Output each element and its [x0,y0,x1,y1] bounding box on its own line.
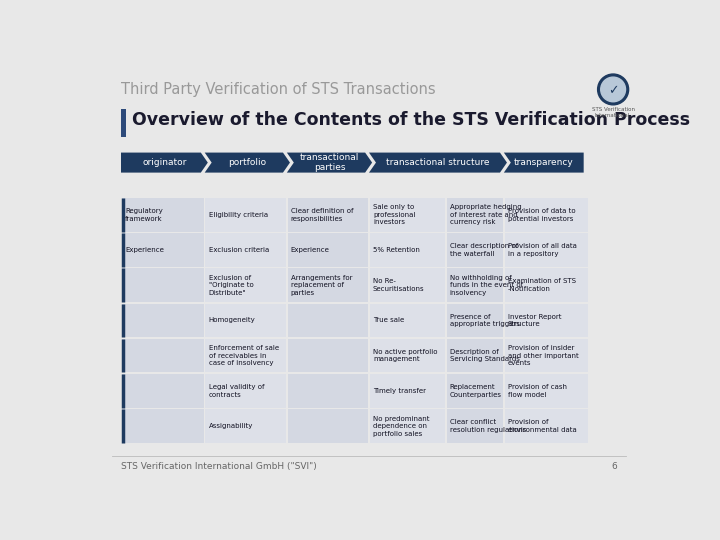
Text: 6: 6 [611,462,617,471]
FancyBboxPatch shape [505,339,588,373]
FancyBboxPatch shape [287,233,368,267]
Text: Third Party Verification of STS Transactions: Third Party Verification of STS Transact… [121,82,436,97]
FancyBboxPatch shape [122,374,204,408]
FancyBboxPatch shape [121,110,127,137]
Text: Sale only to
professional
investors: Sale only to professional investors [373,204,415,225]
Text: 5% Retention: 5% Retention [373,247,420,253]
Text: True sale: True sale [373,318,404,323]
Text: Assignability: Assignability [209,423,253,429]
Polygon shape [121,153,208,173]
FancyBboxPatch shape [446,233,503,267]
FancyBboxPatch shape [446,409,503,443]
FancyBboxPatch shape [505,198,588,232]
FancyBboxPatch shape [122,268,204,302]
FancyBboxPatch shape [370,233,445,267]
Text: No active portfolio
management: No active portfolio management [373,349,437,362]
Polygon shape [369,153,507,173]
FancyBboxPatch shape [122,409,204,443]
FancyBboxPatch shape [287,268,368,302]
FancyBboxPatch shape [370,409,445,443]
Text: Legal validity of
contracts: Legal validity of contracts [209,384,264,397]
Text: No withholding of
funds in the event of
insolvency: No withholding of funds in the event of … [449,275,523,296]
FancyBboxPatch shape [370,339,445,373]
FancyBboxPatch shape [505,268,588,302]
Text: Homogeneity: Homogeneity [209,318,256,323]
Text: transparency: transparency [514,158,574,167]
FancyBboxPatch shape [205,339,286,373]
Text: Provision of data to
potential investors: Provision of data to potential investors [508,208,575,221]
FancyBboxPatch shape [446,198,503,232]
Text: portfolio: portfolio [228,158,266,167]
Text: originator: originator [143,158,186,167]
FancyBboxPatch shape [446,303,503,338]
Text: Provision of insider
and other important
events: Provision of insider and other important… [508,345,578,366]
FancyBboxPatch shape [122,198,204,232]
FancyBboxPatch shape [287,303,368,338]
FancyBboxPatch shape [505,233,588,267]
Polygon shape [204,153,290,173]
Text: No Re-
Securitisations: No Re- Securitisations [373,279,425,292]
Text: STS Verification
International.: STS Verification International. [592,107,634,118]
Text: Arrangements for
replacement of
parties: Arrangements for replacement of parties [291,275,352,296]
Text: Presence of
appropriate triggers: Presence of appropriate triggers [449,314,519,327]
Text: Exclusion of
"Originate to
Distribute": Exclusion of "Originate to Distribute" [209,275,253,296]
Circle shape [600,77,626,102]
Circle shape [598,74,629,105]
FancyBboxPatch shape [505,303,588,338]
Text: Experience: Experience [125,247,163,253]
Text: Clear definition of
responsibilities: Clear definition of responsibilities [291,208,354,221]
Text: transactional structure: transactional structure [386,158,490,167]
Text: Timely transfer: Timely transfer [373,388,426,394]
FancyBboxPatch shape [205,233,286,267]
Text: Appropriate hedging
of interest rate and
currency risk: Appropriate hedging of interest rate and… [449,204,521,225]
FancyBboxPatch shape [205,374,286,408]
FancyBboxPatch shape [505,374,588,408]
Text: Clear description of
the waterfall: Clear description of the waterfall [449,244,518,257]
FancyBboxPatch shape [287,374,368,408]
Text: Provision of
environmental data: Provision of environmental data [508,419,577,433]
Text: No predominant
dependence on
portfolio sales: No predominant dependence on portfolio s… [373,416,429,436]
Text: Regulatory
framework: Regulatory framework [125,208,163,221]
FancyBboxPatch shape [370,268,445,302]
FancyBboxPatch shape [446,268,503,302]
Text: Description of
Servicing Standards: Description of Servicing Standards [449,349,519,362]
FancyBboxPatch shape [205,303,286,338]
FancyBboxPatch shape [505,409,588,443]
Text: Enforcement of sale
of receivables in
case of insolvency: Enforcement of sale of receivables in ca… [209,345,279,366]
FancyBboxPatch shape [205,268,286,302]
Text: Experience: Experience [291,247,330,253]
FancyBboxPatch shape [370,198,445,232]
FancyBboxPatch shape [122,339,204,373]
FancyBboxPatch shape [205,409,286,443]
Text: ✓: ✓ [608,84,618,97]
Text: transactional
parties: transactional parties [300,153,359,172]
FancyBboxPatch shape [122,303,204,338]
Text: Overview of the Contents of the STS Verification Process: Overview of the Contents of the STS Veri… [132,111,690,129]
Text: Investor Report
Structure: Investor Report Structure [508,314,561,327]
Text: Provision of all data
in a repository: Provision of all data in a repository [508,244,577,257]
FancyBboxPatch shape [370,303,445,338]
Text: STS Verification International GmbH ("SVI"): STS Verification International GmbH ("SV… [121,462,317,471]
FancyBboxPatch shape [287,409,368,443]
Text: Replacement
Counterparties: Replacement Counterparties [449,384,502,397]
FancyBboxPatch shape [370,374,445,408]
FancyBboxPatch shape [446,339,503,373]
FancyBboxPatch shape [122,233,204,267]
FancyBboxPatch shape [287,339,368,373]
Polygon shape [287,153,372,173]
FancyBboxPatch shape [287,198,368,232]
Text: Provision of cash
flow model: Provision of cash flow model [508,384,567,397]
Text: Examination of STS
-Notification: Examination of STS -Notification [508,279,576,292]
Text: Exclusion criteria: Exclusion criteria [209,247,269,253]
Text: Eligibility criteria: Eligibility criteria [209,212,268,218]
FancyBboxPatch shape [205,198,286,232]
Polygon shape [504,153,584,173]
FancyBboxPatch shape [446,374,503,408]
Text: Clear conflict
resolution regulations: Clear conflict resolution regulations [449,419,526,433]
